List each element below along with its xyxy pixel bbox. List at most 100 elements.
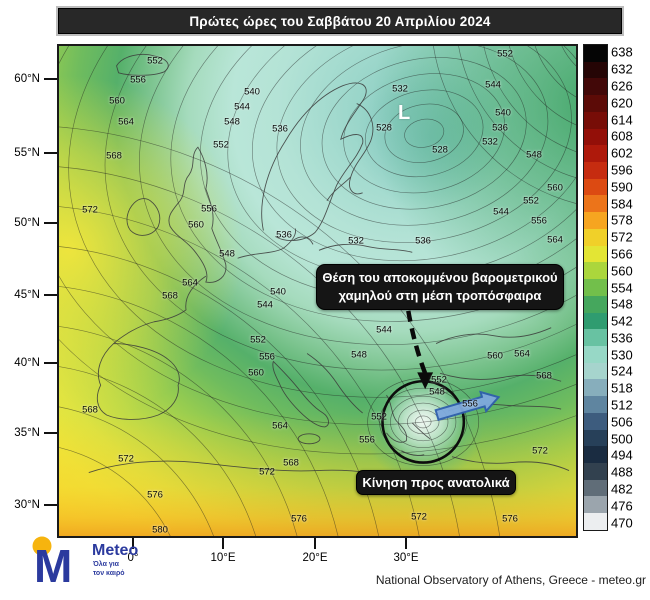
colorbar-band	[584, 513, 607, 530]
contour-label: 572	[532, 445, 548, 457]
longitude-axis: 0° 10°E 20°E 30°E	[57, 538, 578, 574]
lat-tick	[44, 362, 57, 364]
contour-label: 572	[411, 511, 427, 523]
svg-text:τον καιρό: τον καιρό	[93, 570, 125, 577]
lat-tick-label: 30°N	[14, 499, 40, 511]
contour-label: 564	[182, 277, 198, 289]
contour-label: 576	[502, 513, 518, 525]
colorbar-band	[584, 295, 607, 313]
coast-balkans-adriatic	[306, 353, 363, 414]
contour-label: 564	[272, 420, 288, 432]
contour-label: 548	[224, 116, 240, 128]
contour-label: 568	[162, 290, 178, 302]
title-bar: Πρώτες ώρες του Σαββάτου 20 Απριλίου 202…	[56, 6, 624, 36]
coast-great-britain	[168, 146, 227, 283]
contour-label: 568	[106, 150, 122, 162]
contour-label: 556	[462, 398, 478, 410]
colorbar-value: 566	[611, 246, 633, 262]
contour-lines	[59, 46, 576, 455]
lat-tick-label: 50°N	[14, 217, 40, 229]
coast-iceland	[116, 53, 169, 76]
colorbar-value: 506	[611, 414, 633, 430]
contour-label: 560	[547, 182, 563, 194]
lat-tick	[44, 222, 57, 224]
contour-label: 560	[248, 367, 264, 379]
svg-text:Όλα για: Όλα για	[92, 560, 120, 568]
contour-label: 532	[348, 235, 364, 247]
lon-tick	[314, 538, 316, 549]
movement-callout-text: Κίνηση προς ανατολικά	[362, 475, 510, 490]
contour-label: 560	[109, 95, 125, 107]
colorbar-value: 638	[611, 44, 633, 60]
colorbar-band	[584, 479, 607, 497]
lon-tick-label: 30°E	[393, 552, 419, 564]
lon-tick	[132, 538, 134, 549]
colorbar-band	[584, 61, 607, 79]
colorbar-band	[584, 396, 607, 413]
logo-m-icon: M	[34, 540, 72, 592]
colorbar-value: 524	[611, 363, 633, 379]
lat-tick	[44, 294, 57, 296]
logo-sun-icon	[32, 536, 52, 556]
contour-label: 544	[485, 79, 501, 91]
colorbar-value: 626	[611, 78, 633, 94]
contour-label: 556	[531, 215, 547, 227]
colorbar-band	[584, 228, 607, 246]
contour-label: 544	[234, 101, 250, 113]
contour-label: 552	[371, 411, 387, 423]
contour-label: 552	[213, 139, 229, 151]
colorbar-value: 518	[611, 380, 633, 396]
contour-label: 580	[152, 524, 168, 536]
colorbar-value: 584	[611, 196, 633, 212]
lat-tick-label: 40°N	[14, 357, 40, 369]
colorbar-band	[584, 111, 607, 129]
coast-black-sea	[435, 327, 562, 382]
cutoff-low-callout-line1: Θέση του αποκομμένου βαρομετρικού	[322, 270, 558, 285]
contour-label: 576	[147, 489, 163, 501]
latitude-axis: 60°N 55°N 50°N 45°N 40°N 35°N 30°N	[0, 44, 57, 538]
lat-tick-label: 45°N	[14, 289, 40, 301]
colorbar-band	[584, 128, 607, 146]
contour-label: 536	[272, 123, 288, 135]
contour-label: 552	[497, 48, 513, 60]
lat-tick-label: 60°N	[14, 73, 40, 85]
colorbar-band	[584, 412, 607, 430]
colorbar-band	[584, 195, 607, 213]
colorbar-band	[584, 78, 607, 96]
colorbar-band	[584, 178, 607, 196]
contour-label: 568	[536, 370, 552, 382]
contour-label: 552	[523, 195, 539, 207]
svg-text:Meteo: Meteo	[92, 542, 138, 559]
contour-label: 564	[118, 116, 134, 128]
coast-finland-baltic	[326, 103, 374, 201]
contour-label: 556	[259, 351, 275, 363]
contour-label: 564	[547, 234, 563, 246]
lat-tick	[44, 78, 57, 80]
contour-label: 552	[431, 374, 447, 386]
colorbar-value: 542	[611, 313, 633, 329]
contour-label: 544	[493, 206, 509, 218]
eastward-arrow	[434, 390, 501, 421]
colorbar-value: 530	[611, 347, 633, 363]
lat-tick-label: 35°N	[14, 427, 40, 439]
contour-label: 564	[514, 348, 530, 360]
colorbar-band	[584, 145, 607, 163]
colorbar-value: 494	[611, 447, 633, 463]
colorbar-band	[584, 345, 607, 363]
colorbar-band	[584, 462, 607, 480]
contour-label: 536	[276, 229, 292, 241]
contour-label: 536	[415, 235, 431, 247]
meteo-logo: M Meteo Όλα για τον καιρό	[26, 535, 166, 595]
contour-label: 572	[259, 466, 275, 478]
colorbar-value: 590	[611, 179, 633, 195]
contour-label: 544	[257, 299, 273, 311]
colorbar-band	[584, 245, 607, 263]
contour-label: 568	[82, 404, 98, 416]
colorbar-band	[584, 429, 607, 447]
cutoff-low-circle	[381, 379, 466, 464]
lon-tick-label: 20°E	[302, 552, 328, 564]
colorbar-band	[584, 212, 607, 229]
contour-label: 528	[432, 144, 448, 156]
contour-label: 548	[351, 349, 367, 361]
